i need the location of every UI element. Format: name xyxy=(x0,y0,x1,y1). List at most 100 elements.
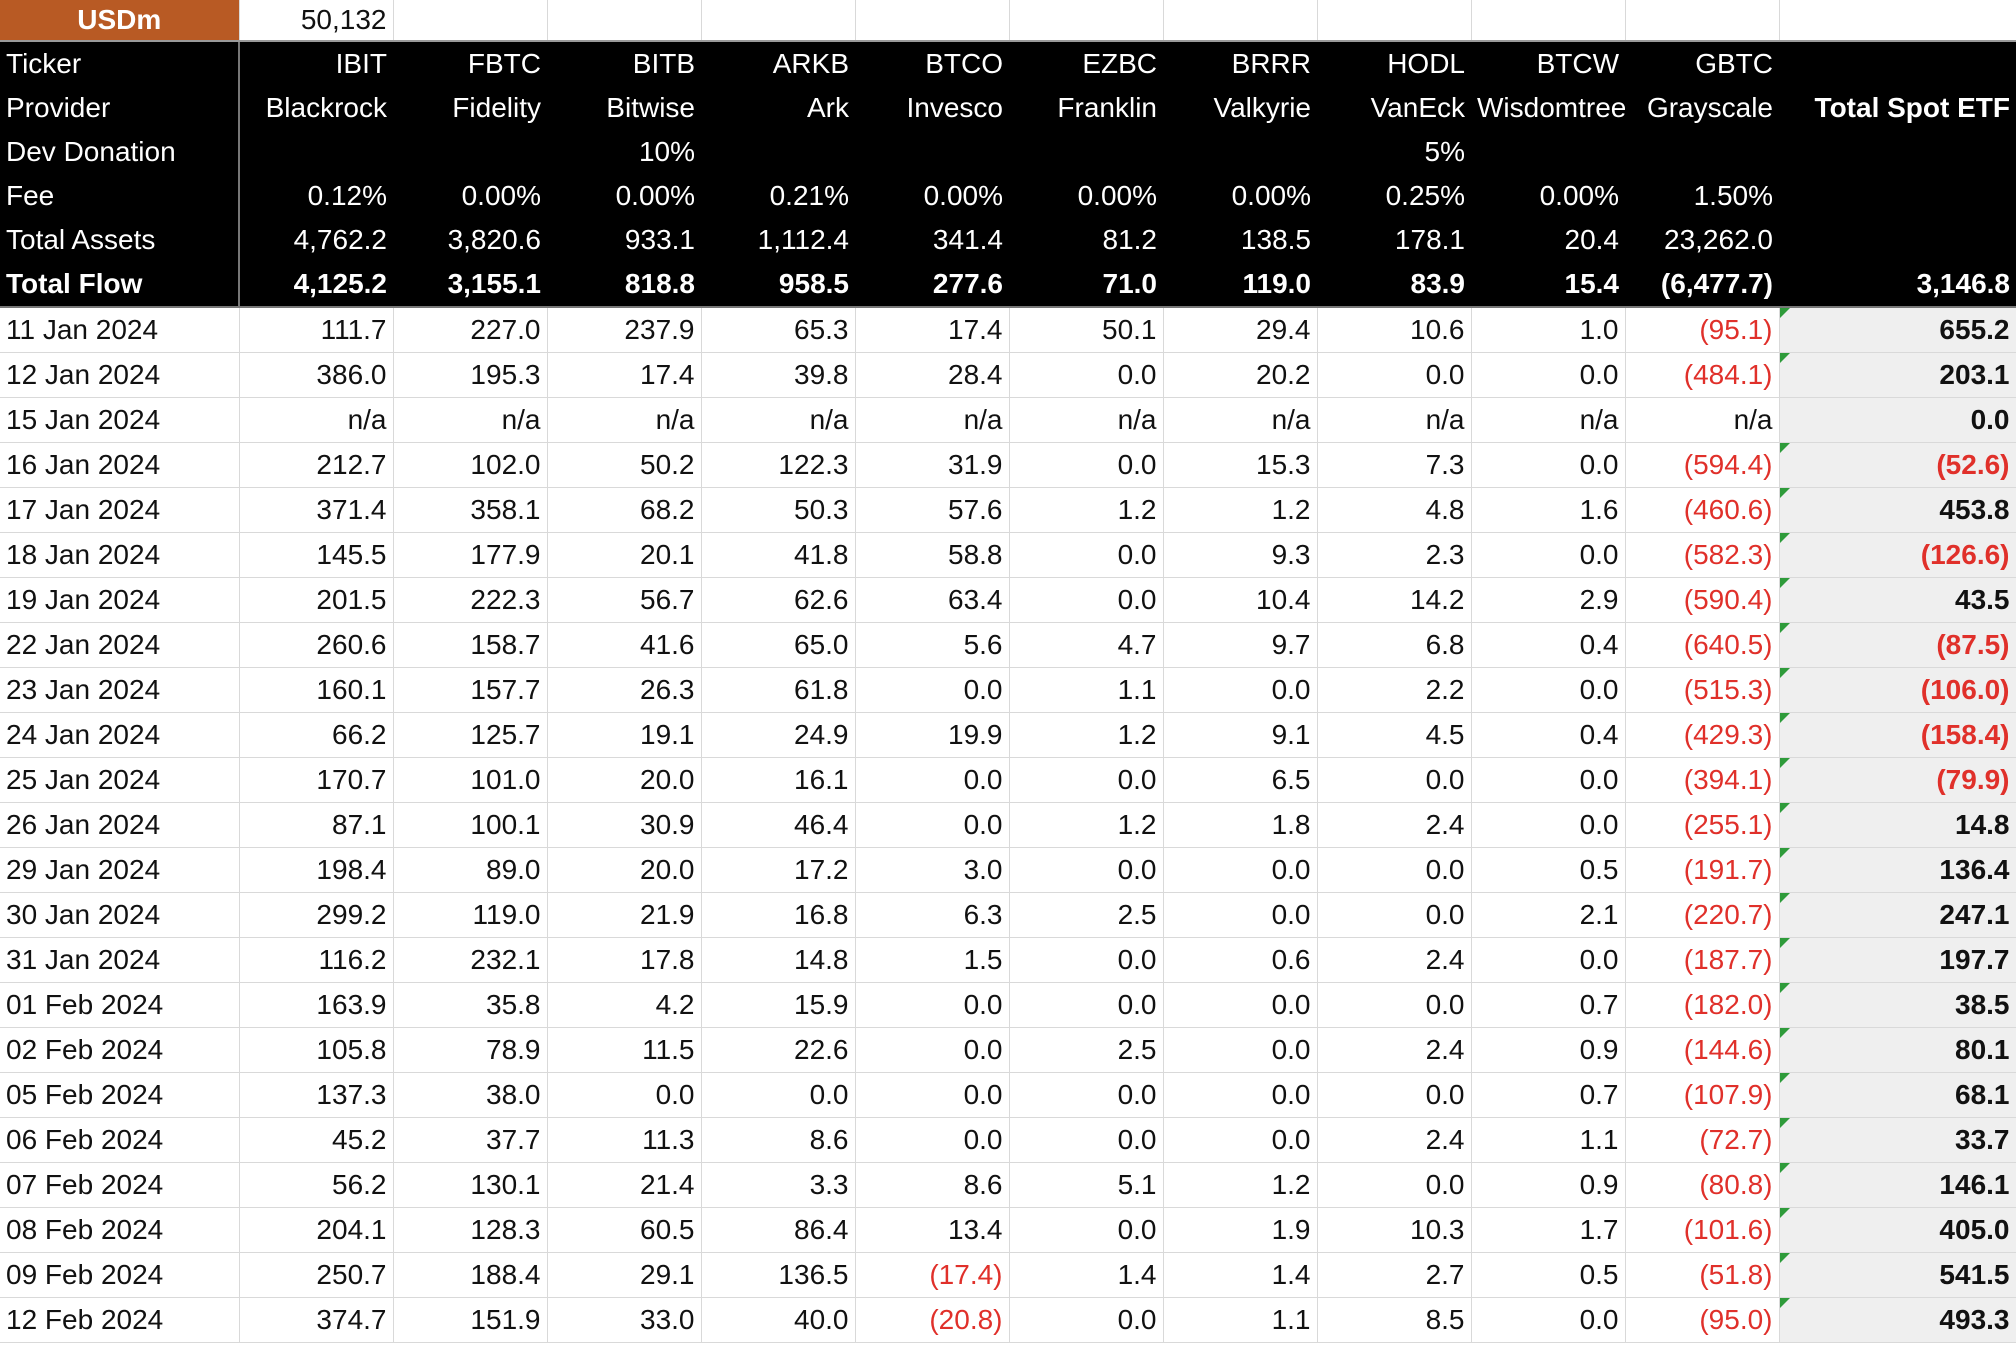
flow-cell[interactable]: 0.0 xyxy=(1009,847,1164,893)
flow-cell[interactable]: 21.4 xyxy=(547,1162,702,1208)
header-value-cell[interactable]: 81.2 xyxy=(1009,218,1163,262)
header-value-cell[interactable]: 0.21% xyxy=(701,174,855,218)
flow-cell[interactable]: 358.1 xyxy=(393,487,548,533)
flow-cell[interactable]: 16.1 xyxy=(701,757,856,803)
total-flow-cell[interactable]: 136.4 xyxy=(1779,847,2016,893)
flow-cell[interactable]: 198.4 xyxy=(239,847,394,893)
flow-cell[interactable]: 2.4 xyxy=(1317,937,1472,983)
header-value-cell[interactable] xyxy=(239,130,393,174)
date-cell[interactable]: 30 Jan 2024 xyxy=(0,892,240,938)
flow-cell[interactable]: 0.0 xyxy=(855,982,1010,1028)
total-flow-cell[interactable]: 14.8 xyxy=(1779,802,2016,848)
header-value-cell[interactable]: 71.0 xyxy=(1009,262,1163,308)
flow-cell[interactable]: 33.0 xyxy=(547,1297,702,1343)
date-cell[interactable]: 22 Jan 2024 xyxy=(0,622,240,668)
header-label-cell[interactable]: Fee xyxy=(0,174,240,218)
header-label-cell[interactable]: Total Flow xyxy=(0,262,240,308)
flow-cell[interactable]: n/a xyxy=(1471,397,1626,443)
total-flow-cell[interactable]: (87.5) xyxy=(1779,622,2016,668)
flow-cell[interactable]: 6.3 xyxy=(855,892,1010,938)
flow-cell[interactable]: 0.0 xyxy=(701,1072,856,1118)
flow-cell[interactable]: 61.8 xyxy=(701,667,856,713)
header-value-cell[interactable]: 0.00% xyxy=(1009,174,1163,218)
flow-cell[interactable]: 227.0 xyxy=(393,307,548,353)
total-flow-cell[interactable]: (158.4) xyxy=(1779,712,2016,758)
flow-cell[interactable]: 0.7 xyxy=(1471,982,1626,1028)
flow-cell[interactable]: 1.2 xyxy=(1009,712,1164,758)
flow-cell[interactable]: 1.4 xyxy=(1009,1252,1164,1298)
flow-cell[interactable]: n/a xyxy=(855,397,1010,443)
flow-cell[interactable]: (187.7) xyxy=(1625,937,1780,983)
flow-cell[interactable]: n/a xyxy=(1317,397,1472,443)
flow-cell[interactable]: (80.8) xyxy=(1625,1162,1780,1208)
header-value-cell[interactable]: 958.5 xyxy=(701,262,855,308)
flow-cell[interactable]: 122.3 xyxy=(701,442,856,488)
flow-cell[interactable]: 24.9 xyxy=(701,712,856,758)
flow-cell[interactable]: n/a xyxy=(1625,397,1780,443)
header-value-cell[interactable]: BRRR xyxy=(1163,41,1317,86)
flow-cell[interactable]: 20.0 xyxy=(547,757,702,803)
flow-cell[interactable]: 50.2 xyxy=(547,442,702,488)
flow-cell[interactable]: 0.0 xyxy=(855,1027,1010,1073)
flow-cell[interactable]: 56.2 xyxy=(239,1162,394,1208)
header-value-cell[interactable] xyxy=(855,130,1009,174)
header-value-cell[interactable]: Blackrock xyxy=(239,86,393,130)
flow-cell[interactable]: 0.0 xyxy=(1317,1072,1472,1118)
date-cell[interactable]: 09 Feb 2024 xyxy=(0,1252,240,1298)
flow-cell[interactable]: (107.9) xyxy=(1625,1072,1780,1118)
total-flow-cell[interactable]: (106.0) xyxy=(1779,667,2016,713)
flow-cell[interactable]: 15.3 xyxy=(1163,442,1318,488)
flow-cell[interactable]: 0.0 xyxy=(1009,1072,1164,1118)
flow-cell[interactable]: 29.4 xyxy=(1163,307,1318,353)
flow-cell[interactable]: 2.7 xyxy=(1317,1252,1472,1298)
date-cell[interactable]: 29 Jan 2024 xyxy=(0,847,240,893)
flow-cell[interactable]: 100.1 xyxy=(393,802,548,848)
flow-cell[interactable]: 1.2 xyxy=(1009,802,1164,848)
total-flow-cell[interactable]: 146.1 xyxy=(1779,1162,2016,1208)
header-total-cell[interactable] xyxy=(1779,41,2016,86)
flow-cell[interactable]: 222.3 xyxy=(393,577,548,623)
flow-cell[interactable]: 39.8 xyxy=(701,352,856,398)
flow-cell[interactable]: 0.0 xyxy=(855,1072,1010,1118)
total-flow-cell[interactable]: 197.7 xyxy=(1779,937,2016,983)
flow-cell[interactable]: 2.4 xyxy=(1317,1027,1472,1073)
flow-cell[interactable]: 8.5 xyxy=(1317,1297,1472,1343)
flow-cell[interactable]: 212.7 xyxy=(239,442,394,488)
flow-cell[interactable]: 0.0 xyxy=(1009,352,1164,398)
flow-cell[interactable]: 177.9 xyxy=(393,532,548,578)
total-flow-cell[interactable]: 655.2 xyxy=(1779,307,2016,353)
flow-cell[interactable]: 7.3 xyxy=(1317,442,1472,488)
flow-cell[interactable]: (191.7) xyxy=(1625,847,1780,893)
flow-cell[interactable]: 2.2 xyxy=(1317,667,1472,713)
flow-cell[interactable]: 66.2 xyxy=(239,712,394,758)
flow-cell[interactable]: 14.2 xyxy=(1317,577,1472,623)
date-cell[interactable]: 01 Feb 2024 xyxy=(0,982,240,1028)
header-value-cell[interactable]: 933.1 xyxy=(547,218,701,262)
flow-cell[interactable]: 1.4 xyxy=(1163,1252,1318,1298)
flow-cell[interactable]: 299.2 xyxy=(239,892,394,938)
flow-cell[interactable]: 13.4 xyxy=(855,1207,1010,1253)
header-value-cell[interactable]: 178.1 xyxy=(1317,218,1471,262)
flow-cell[interactable]: 16.8 xyxy=(701,892,856,938)
flow-cell[interactable]: 0.0 xyxy=(1009,1117,1164,1163)
flow-cell[interactable]: 60.5 xyxy=(547,1207,702,1253)
flow-cell[interactable]: 5.1 xyxy=(1009,1162,1164,1208)
flow-cell[interactable]: 105.8 xyxy=(239,1027,394,1073)
flow-cell[interactable]: 26.3 xyxy=(547,667,702,713)
unit-label-cell[interactable]: USDm xyxy=(0,0,240,42)
flow-cell[interactable]: 63.4 xyxy=(855,577,1010,623)
empty-cell[interactable] xyxy=(701,0,856,42)
flow-cell[interactable]: 128.3 xyxy=(393,1207,548,1253)
flow-cell[interactable]: 188.4 xyxy=(393,1252,548,1298)
date-cell[interactable]: 12 Jan 2024 xyxy=(0,352,240,398)
flow-cell[interactable]: 237.9 xyxy=(547,307,702,353)
header-value-cell[interactable] xyxy=(1471,130,1625,174)
empty-cell[interactable] xyxy=(547,0,702,42)
flow-cell[interactable]: 201.5 xyxy=(239,577,394,623)
flow-cell[interactable]: 0.0 xyxy=(1471,442,1626,488)
header-value-cell[interactable]: 0.00% xyxy=(1163,174,1317,218)
flow-cell[interactable]: 31.9 xyxy=(855,442,1010,488)
flow-cell[interactable]: 0.0 xyxy=(1317,1162,1472,1208)
flow-cell[interactable]: 0.0 xyxy=(855,802,1010,848)
date-cell[interactable]: 24 Jan 2024 xyxy=(0,712,240,758)
